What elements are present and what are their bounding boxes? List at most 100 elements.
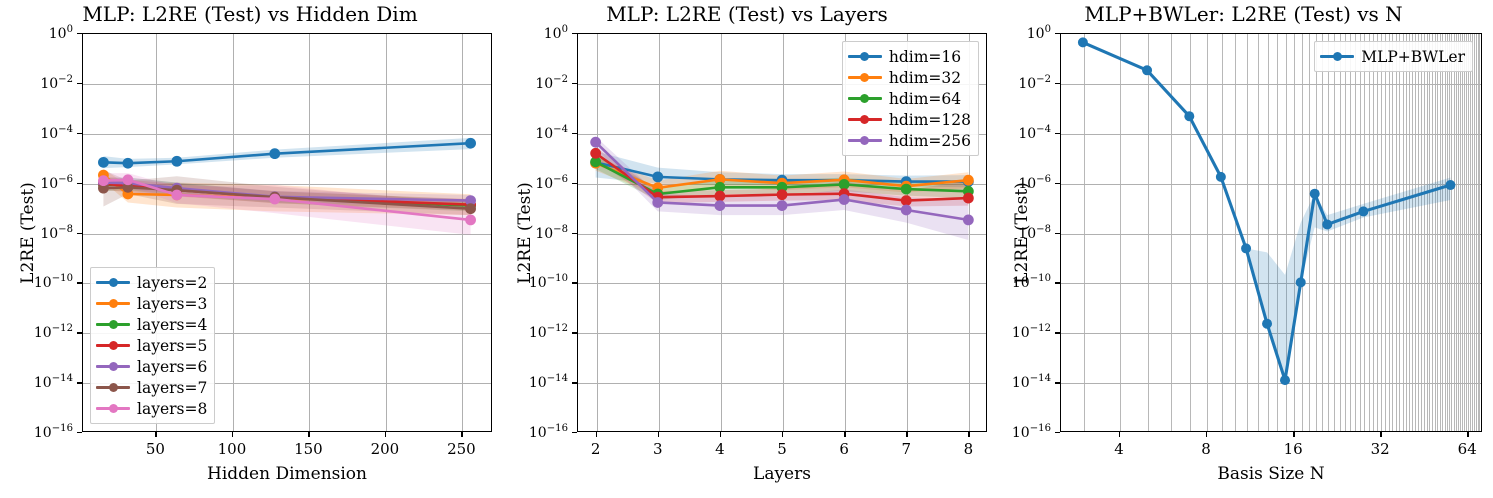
x-tick-mark: [719, 432, 722, 437]
y-tick-label: 10−10: [528, 273, 568, 292]
legend-label: layers=5: [137, 336, 208, 355]
y-tick-label: 10−6: [1018, 173, 1051, 192]
y-tick-mark: [1055, 132, 1060, 135]
data-point-marker: [962, 192, 974, 204]
y-tick-label: 100: [48, 24, 73, 42]
gridline-vertical: [1355, 34, 1357, 431]
legend-label: layers=7: [137, 378, 208, 397]
y-tick-label: 10−16: [1011, 423, 1051, 441]
data-point-marker: [1280, 375, 1291, 386]
legend-label: layers=6: [137, 357, 208, 376]
x-tick-label: 4: [1114, 440, 1124, 458]
y-tick-label: 10−8: [40, 223, 73, 242]
gridline-horizontal: [83, 183, 491, 185]
y-tick-label: 10−10: [1011, 273, 1051, 292]
legend-item[interactable]: hdim=128: [847, 109, 971, 130]
gridline-vertical: [1477, 34, 1479, 431]
legend-marker-icon: [96, 360, 130, 374]
y-tick-label: 100: [543, 24, 568, 42]
legend-item[interactable]: hdim=64: [847, 88, 971, 109]
legend-item[interactable]: hdim=16: [847, 46, 971, 67]
data-point-marker: [590, 156, 602, 168]
legend-item[interactable]: layers=6: [96, 356, 207, 377]
gridline-horizontal: [83, 233, 491, 235]
y-tick-mark: [1055, 432, 1060, 434]
legend-item[interactable]: layers=3: [96, 293, 207, 314]
gridline-vertical: [720, 34, 722, 431]
panel-hidden-dim: MLP: L2RE (Test) vs Hidden Dim 100 10−2 10…: [0, 0, 500, 498]
legend-panel-2[interactable]: hdim=16 hdim=32 hdim=64 hdim=128 hdim=256: [841, 41, 979, 156]
gridline-horizontal: [1061, 383, 1481, 385]
gridline-vertical: [1426, 34, 1428, 431]
x-tick-mark: [595, 432, 598, 437]
legend-item[interactable]: layers=2: [96, 272, 207, 293]
legend-label: hdim=256: [888, 131, 971, 150]
x-tick-label: 150: [294, 440, 323, 458]
gridline-vertical: [1377, 34, 1379, 431]
x-tick-mark: [155, 432, 157, 437]
legend-item[interactable]: hdim=32: [847, 67, 971, 88]
x-tick-label: 100: [217, 440, 247, 458]
gridline-horizontal: [578, 383, 986, 385]
legend-item[interactable]: layers=8: [96, 398, 207, 419]
gridline-vertical: [1439, 34, 1441, 431]
data-point-marker: [652, 171, 664, 183]
y-tick-label: 10−8: [535, 223, 568, 242]
y-axis-label-2: L2RE (Test): [515, 181, 535, 284]
x-tick-label: 2: [590, 440, 601, 458]
y-tick-mark: [1055, 232, 1060, 234]
data-point-marker: [590, 136, 602, 148]
legend-label: MLP+BWLer: [1361, 47, 1465, 66]
y-tick-label: 10−14: [528, 373, 568, 391]
x-tick-label: 32: [1370, 440, 1390, 458]
y-tick-mark: [77, 182, 82, 185]
gridline-vertical: [658, 34, 660, 431]
gridline-vertical: [1451, 34, 1453, 431]
y-tick-mark: [572, 33, 577, 35]
gridline-vertical: [1322, 34, 1324, 431]
series-line: [1081, 40, 1452, 382]
y-tick-label: 10−4: [535, 123, 568, 142]
data-point-marker: [465, 214, 476, 226]
gridline-horizontal: [578, 133, 986, 135]
data-point-marker: [714, 173, 726, 185]
legend-item[interactable]: MLP+BWLer: [1320, 46, 1465, 67]
legend-item[interactable]: layers=7: [96, 377, 207, 398]
legend-label: hdim=32: [888, 68, 962, 87]
y-tick-label: 10−6: [40, 173, 73, 192]
legend-marker-icon: [847, 92, 882, 106]
legend-marker-icon: [96, 318, 130, 332]
gridline-horizontal: [1061, 183, 1481, 185]
data-point-marker: [1322, 219, 1333, 230]
legend-marker-icon: [847, 71, 882, 85]
gridline-vertical: [1423, 34, 1425, 431]
y-tick-mark: [1055, 282, 1060, 284]
y-tick-mark: [77, 282, 82, 284]
legend-panel-1[interactable]: layers=2 layers=3 layers=4 layers=5 layers=6…: [90, 267, 216, 424]
gridline-vertical: [309, 34, 311, 431]
panel-basis-size: MLP+BWLer: L2RE (Test) vs N 100 10−2 10−4 1…: [994, 0, 1493, 498]
data-point-marker: [714, 200, 726, 211]
legend-item[interactable]: hdim=256: [847, 130, 971, 151]
gridline-vertical: [1415, 34, 1417, 431]
legend-marker-icon: [847, 134, 882, 148]
legend-panel-3[interactable]: MLP+BWLer: [1314, 41, 1473, 72]
legend-item[interactable]: layers=4: [96, 314, 207, 335]
y-tick-label: 10−16: [33, 423, 73, 441]
panel-2-title: MLP: L2RE (Test) vs Layers: [606, 2, 888, 26]
x-tick-label: 250: [447, 440, 476, 458]
x-tick-label: 7: [901, 440, 912, 458]
data-point-marker: [269, 193, 281, 205]
panel-1-title: MLP: L2RE (Test) vs Hidden Dim: [82, 2, 418, 26]
legend-label: hdim=16: [888, 47, 962, 66]
x-tick-mark: [461, 432, 463, 437]
x-tick-label: 3: [652, 440, 663, 458]
gridline-vertical: [783, 34, 784, 431]
x-axis-label-1: Hidden Dimension: [207, 464, 367, 484]
data-point-marker: [171, 189, 183, 201]
gridline-vertical: [596, 34, 598, 431]
gridline-vertical: [1466, 34, 1468, 431]
legend-item[interactable]: layers=5: [96, 335, 207, 356]
gridline-vertical: [1359, 34, 1361, 431]
y-tick-mark: [572, 332, 577, 334]
